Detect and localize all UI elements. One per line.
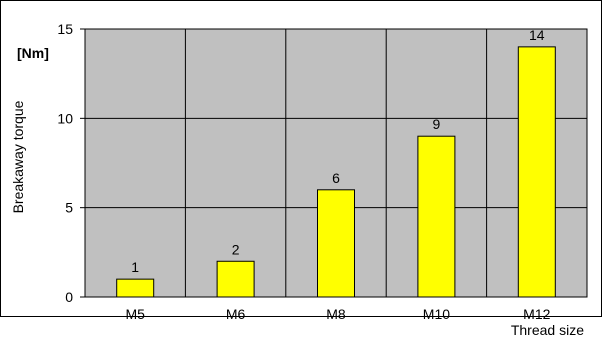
x-tick-label-m8: M8 [326,306,346,322]
data-label-m6: 2 [232,241,240,257]
bar-m5 [116,278,155,298]
y-axis-ticks: 0 5 10 15 [57,21,85,305]
y-tick-label: 10 [57,110,73,126]
x-tick-label-m6: M6 [226,306,246,322]
y-tick-label: 5 [65,200,73,216]
data-label-m8: 6 [332,170,340,186]
y-axis-unit-label: [Nm] [17,45,49,61]
x-tick-label-m10: M10 [423,306,450,322]
y-axis-label: Breakaway torque [10,100,26,213]
bar-m12 [517,46,556,298]
bars [116,46,556,298]
data-label-m5: 1 [131,259,139,275]
bar-m6 [216,260,255,298]
x-axis-ticks: M5 M6 M8 M10 M12 [125,306,550,322]
x-tick-label-m12: M12 [523,306,550,322]
gridlines [85,29,587,297]
data-label-m12: 14 [529,27,545,43]
x-axis-title: Thread size [511,322,584,338]
y-tick-label: 15 [57,21,73,37]
x-tick-label-m5: M5 [125,306,145,322]
bar-m10 [417,135,456,298]
bar-m8 [317,189,355,298]
y-tick-label: 0 [65,289,73,305]
data-label-m10: 9 [433,116,441,132]
data-labels: 1 2 6 9 14 [131,27,544,275]
